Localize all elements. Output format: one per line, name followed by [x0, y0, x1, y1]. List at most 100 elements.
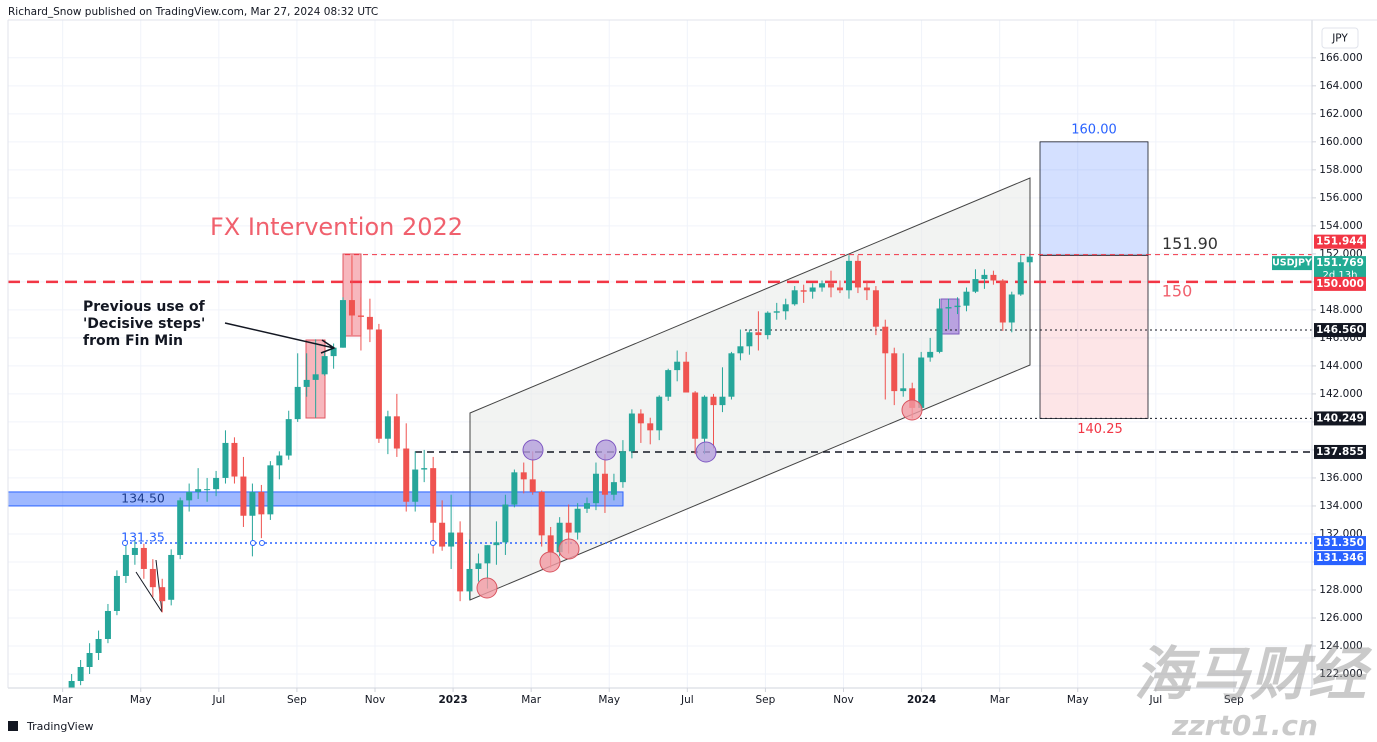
stop-label: 140.25: [1077, 422, 1123, 437]
y-tick-label: 166.000: [1319, 52, 1362, 64]
candle-body: [945, 307, 952, 309]
candle-body: [854, 260, 861, 288]
candle-body: [222, 442, 229, 478]
marker-circle: [901, 399, 923, 421]
candle-body: [972, 279, 979, 292]
note-line: Previous use of: [83, 299, 206, 315]
candle-body: [565, 522, 572, 533]
candle-body: [583, 503, 590, 509]
candle-body: [773, 311, 780, 313]
marker-circle: [539, 551, 561, 573]
candle-body: [891, 353, 898, 392]
candle-body: [800, 290, 807, 292]
marker-circle: [558, 538, 580, 560]
candle-body: [267, 465, 274, 515]
candle-body: [68, 680, 75, 688]
candle-body: [348, 300, 355, 316]
y-tick-label: 144.000: [1319, 360, 1362, 372]
x-tick-label: Sep: [1224, 694, 1244, 706]
x-tick-label: May: [598, 694, 620, 706]
candle-body: [656, 396, 663, 431]
anchor-dot: [122, 540, 128, 547]
target-box: [1039, 141, 1149, 256]
candle-body: [159, 587, 166, 602]
y-tick-label: 124.000: [1319, 640, 1362, 652]
x-tick-label: Sep: [756, 694, 776, 706]
candle-body: [366, 316, 373, 330]
x-tick-label: 2023: [438, 694, 467, 706]
x-tick-label: Sep: [287, 694, 307, 706]
x-tick-label: Jul: [680, 694, 694, 706]
candle-body: [95, 638, 102, 653]
annotation-title: FX Intervention 2022: [210, 213, 463, 241]
arrow: [224, 322, 335, 349]
candle-body: [285, 419, 292, 456]
candle-body: [746, 332, 753, 347]
candle-body: [240, 476, 247, 516]
x-tick-label: Mar: [53, 694, 73, 706]
candle-body: [529, 479, 536, 492]
support-zone: [8, 491, 624, 507]
marker-circle: [476, 577, 498, 599]
candle-body: [466, 568, 473, 592]
candle-body: [149, 568, 156, 588]
candle-body: [177, 500, 184, 555]
candle-body: [1026, 256, 1033, 263]
candle-body: [475, 563, 482, 569]
candle-body: [113, 575, 120, 611]
price-tag: [1314, 323, 1366, 338]
note-line: 'Decisive steps': [83, 316, 205, 332]
entry-label: 151.90: [1162, 234, 1218, 253]
support-label: 131.35: [121, 530, 165, 545]
y-tick-label: 156.000: [1319, 192, 1362, 204]
price-tag-label: 140.249: [1316, 412, 1364, 424]
logo: [8, 721, 18, 731]
price-tag-label: 150.000: [1316, 278, 1364, 290]
candle-body: [421, 468, 428, 470]
price-tag-label: 146.560: [1316, 324, 1364, 336]
candle-body: [647, 423, 654, 431]
candle-layer: [68, 254, 1033, 688]
y-tick-label: 154.000: [1319, 220, 1362, 232]
candle-body: [403, 448, 410, 502]
candle-body: [511, 472, 518, 505]
candle-body: [168, 554, 175, 600]
candle-body: [674, 361, 681, 371]
candle-body: [755, 332, 762, 336]
candle-body: [430, 468, 437, 523]
price-tag-label: 131.346: [1316, 552, 1364, 564]
candle-body: [1017, 262, 1024, 295]
candle-body: [86, 652, 93, 667]
symbol-label: USDJPY: [1272, 258, 1312, 269]
candle-body: [845, 260, 852, 291]
candle-body: [213, 477, 220, 490]
candle-body: [502, 504, 509, 543]
y-tick-label: 134.000: [1319, 500, 1362, 512]
x-tick-label: May: [130, 694, 152, 706]
candle-body: [809, 287, 816, 292]
candle-body: [963, 291, 970, 306]
candle-body: [375, 329, 382, 439]
anchor-dot: [259, 540, 265, 547]
channel: [469, 177, 1031, 601]
candle-body: [683, 361, 690, 393]
candle-body: [186, 491, 193, 501]
axis-layer: JPY 122.000124.000126.000128.000130.0001…: [7, 19, 1377, 706]
candle-body: [448, 532, 455, 547]
x-tick-label: May: [1067, 694, 1089, 706]
candle-body: [819, 283, 826, 288]
candle-body: [258, 491, 265, 515]
candle-body: [77, 666, 84, 681]
candle-body: [737, 346, 744, 354]
candle-body: [312, 374, 319, 380]
price-tag-label: 131.350: [1316, 537, 1364, 549]
marker-circle: [595, 439, 617, 461]
candle-body: [384, 416, 391, 439]
candle-body: [764, 312, 771, 336]
x-tick-label: Mar: [521, 694, 541, 706]
candle-body: [439, 522, 446, 547]
y-tick-label: 162.000: [1319, 108, 1362, 120]
candle-body: [710, 396, 717, 406]
candle-body: [918, 357, 925, 408]
